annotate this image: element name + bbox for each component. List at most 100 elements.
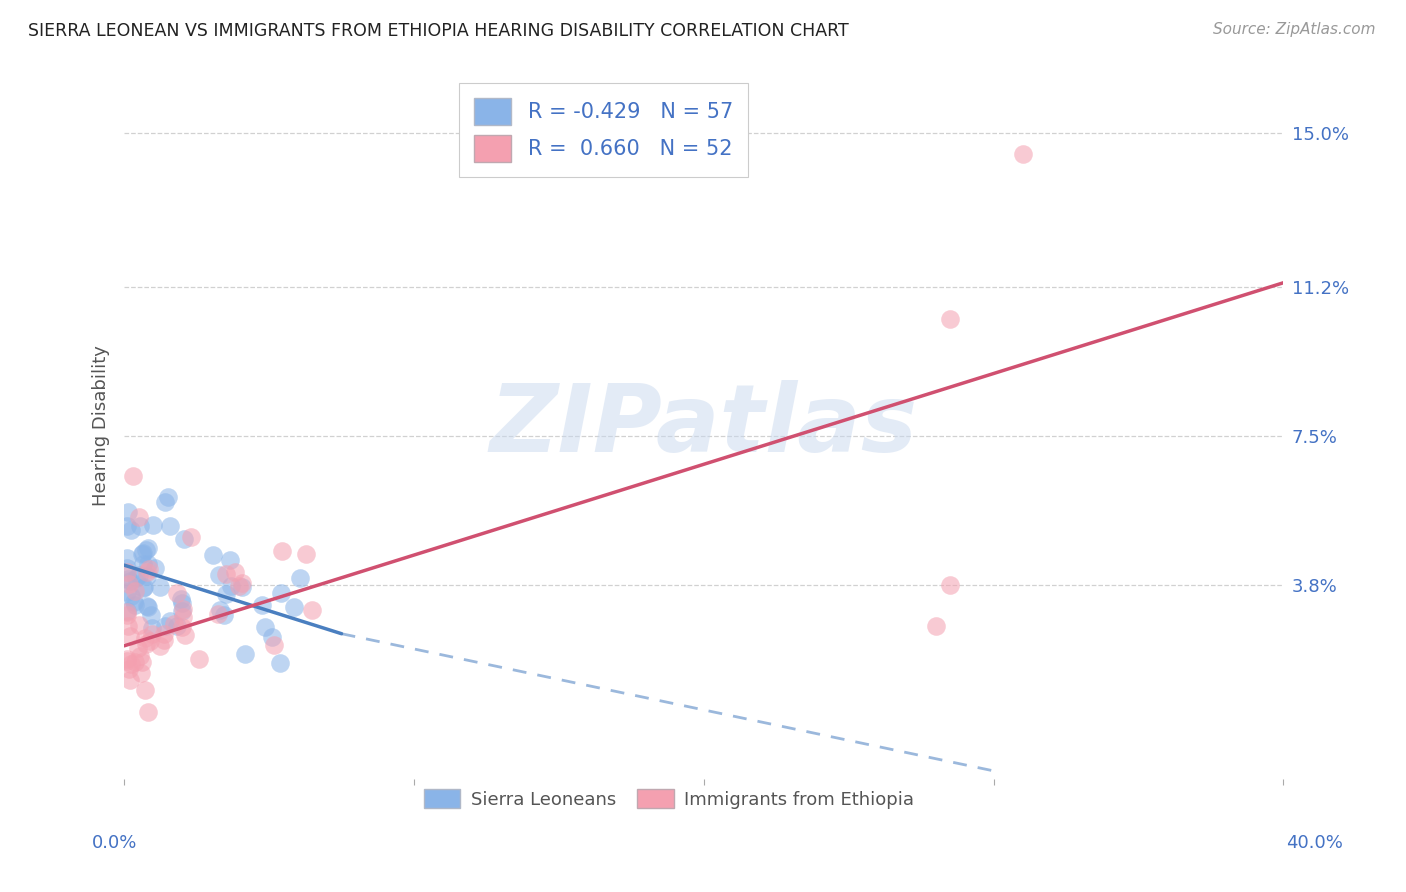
Point [156,490,179,504]
Point [118,662,141,676]
Point [1011,146,1033,161]
Point [131,581,153,595]
Point [115,607,138,622]
Point [209,603,232,617]
Point [136,541,159,555]
Point [125,571,148,585]
Point [141,608,163,623]
Point [135,637,157,651]
Point [135,543,157,558]
Point [132,580,155,594]
Point [149,640,172,654]
Point [159,519,181,533]
Point [128,617,150,632]
Point [939,578,962,592]
Point [115,654,138,668]
Point [187,651,209,665]
Point [115,604,138,618]
Point [153,626,176,640]
Point [172,602,194,616]
Point [129,519,152,533]
Point [159,614,181,628]
Point [153,619,176,633]
Point [172,604,194,618]
Point [212,607,235,622]
Point [173,533,195,547]
Point [129,649,152,664]
Point [124,598,146,612]
Point [215,587,238,601]
Point [128,509,150,524]
Point [288,571,311,585]
Point [120,574,142,588]
Point [207,607,229,621]
Text: SIERRA LEONEAN VS IMMIGRANTS FROM ETHIOPIA HEARING DISABILITY CORRELATION CHART: SIERRA LEONEAN VS IMMIGRANTS FROM ETHIOP… [28,22,849,40]
Point [117,566,139,580]
Point [132,558,155,572]
Point [117,504,139,518]
Point [141,621,163,635]
Point [134,631,156,645]
Point [136,600,159,615]
Point [269,656,291,670]
Point [283,600,305,615]
Text: 40.0%: 40.0% [1286,834,1343,852]
Point [139,633,162,648]
Point [270,586,292,600]
Point [120,657,142,671]
Legend: Sierra Leoneans, Immigrants from Ethiopia: Sierra Leoneans, Immigrants from Ethiopi… [416,782,922,816]
Point [250,598,273,612]
Point [939,312,962,326]
Text: ZIPatlas: ZIPatlas [489,380,918,472]
Point [134,683,156,698]
Point [172,596,194,610]
Point [118,673,141,687]
Point [115,652,138,666]
Point [120,524,142,538]
Point [128,568,150,582]
Point [127,641,149,656]
Point [115,584,138,599]
Point [136,558,159,572]
Point [142,517,165,532]
Point [136,705,159,719]
Point [122,469,145,483]
Point [231,576,253,591]
Point [233,648,256,662]
Point [115,518,138,533]
Point [219,579,242,593]
Point [138,562,160,576]
Text: 0.0%: 0.0% [91,834,136,852]
Point [118,629,141,643]
Point [124,584,146,599]
Point [131,655,153,669]
Point [924,618,946,632]
Point [301,603,323,617]
Point [215,567,238,582]
Point [174,627,197,641]
Point [263,638,285,652]
Point [136,565,159,579]
Point [145,561,167,575]
Point [117,561,139,575]
Point [166,585,188,599]
Point [117,573,139,587]
Point [228,579,250,593]
Point [115,550,138,565]
Point [219,553,242,567]
Point [172,609,194,624]
Point [141,627,163,641]
Point [136,599,159,613]
Point [231,580,253,594]
Point [262,631,284,645]
Point [124,655,146,669]
Point [120,590,142,604]
Point [131,546,153,560]
Point [254,620,277,634]
Point [131,547,153,561]
Point [224,565,246,579]
Point [170,620,193,634]
Point [135,569,157,583]
Point [129,665,152,680]
Point [170,592,193,607]
